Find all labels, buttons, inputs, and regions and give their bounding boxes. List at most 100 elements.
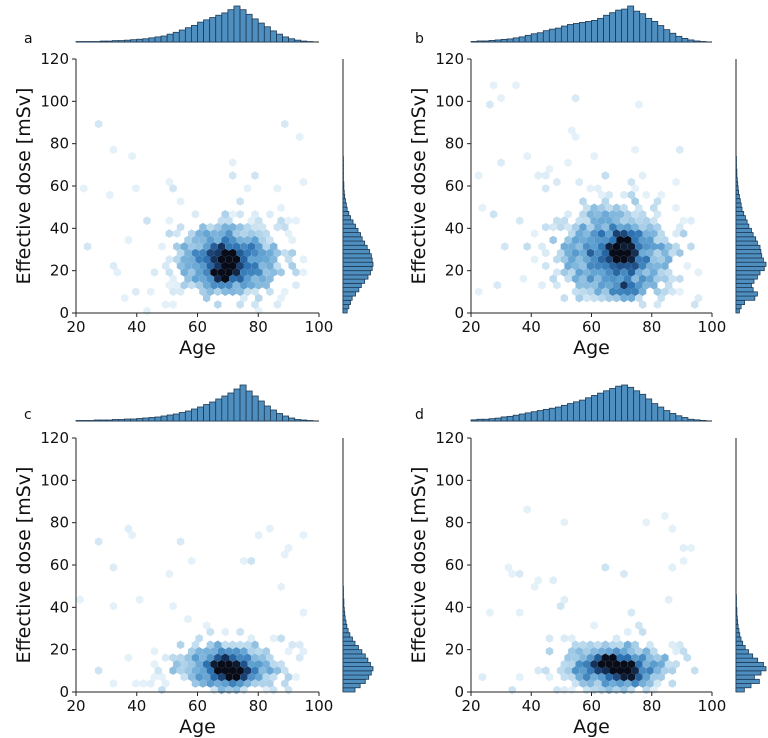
hexbin-cell bbox=[262, 255, 270, 264]
hexbin-cell bbox=[620, 203, 628, 213]
marginal-y-bar bbox=[735, 240, 758, 246]
hexbin-cell bbox=[657, 672, 665, 682]
marginal-x-bar bbox=[621, 384, 629, 422]
marginal-x-bar bbox=[627, 5, 635, 43]
marginal-x-bar bbox=[657, 406, 665, 422]
hexbin-cell bbox=[221, 235, 229, 245]
hexbin-cell bbox=[143, 306, 151, 316]
hexbin-cell bbox=[631, 184, 639, 193]
hexbin-cell bbox=[258, 653, 267, 662]
hexbin-cell bbox=[240, 659, 248, 669]
x-tick-label: 40 bbox=[127, 697, 146, 715]
hexbin-cell bbox=[597, 255, 606, 264]
hexbin-cell bbox=[206, 640, 215, 650]
marginal-y-bar bbox=[342, 308, 348, 314]
hexbin-cell bbox=[232, 280, 241, 290]
hexbin-cell bbox=[560, 634, 569, 643]
hexbin-cell bbox=[646, 261, 654, 271]
hexbin-cell bbox=[620, 242, 628, 251]
hexbin-cell bbox=[691, 666, 699, 675]
hexbin-cell bbox=[188, 280, 196, 290]
hexbin-cell bbox=[612, 242, 621, 251]
marginal-x-bar bbox=[130, 418, 138, 422]
hexbin-cell bbox=[564, 653, 572, 662]
marginal-x-bar bbox=[500, 39, 508, 43]
hexbin-cell bbox=[516, 608, 524, 617]
hexbin-cell bbox=[571, 679, 580, 688]
hexbin-cell bbox=[627, 672, 636, 682]
marginal-x-bar bbox=[178, 29, 186, 43]
hexbin-cell bbox=[255, 268, 263, 277]
marginal-x-bar bbox=[245, 13, 253, 43]
x-tick-label: 80 bbox=[642, 697, 661, 715]
marginal-x-bar bbox=[227, 9, 235, 43]
hexbin-cell bbox=[236, 300, 244, 309]
hexbin-cell bbox=[571, 235, 580, 245]
marginal-y-bar bbox=[735, 649, 749, 655]
hexbin-cell bbox=[549, 576, 557, 585]
hexbin-cell bbox=[277, 293, 285, 303]
marginal-y-bar bbox=[735, 282, 752, 289]
hexbin-cell bbox=[262, 672, 270, 682]
marginal-y-bar bbox=[342, 185, 345, 191]
hexbin-cell bbox=[210, 255, 218, 264]
hexbin-cell bbox=[597, 280, 606, 290]
hexbin-cell bbox=[657, 229, 665, 238]
hexbin-cell bbox=[575, 255, 583, 264]
hexbin-cell bbox=[266, 235, 274, 245]
marginal-y-bar bbox=[342, 219, 354, 225]
marginal-x-bar bbox=[651, 403, 659, 422]
marginal-y-bar bbox=[342, 299, 351, 305]
marginal-x-bar bbox=[233, 5, 241, 43]
hexbin-cell bbox=[534, 171, 542, 180]
hexbin-cell bbox=[560, 518, 569, 527]
marginal-x-bar bbox=[99, 40, 107, 43]
hexbin-cell bbox=[635, 242, 643, 251]
hexbin-cell bbox=[676, 222, 684, 232]
hexbin-cell bbox=[188, 229, 196, 238]
hexbin-cell bbox=[281, 679, 289, 688]
hexbin-cell bbox=[225, 659, 233, 669]
marginal-y-bar bbox=[735, 304, 742, 310]
hexbin-cell bbox=[631, 640, 639, 650]
marginal-x-bar bbox=[282, 415, 290, 422]
x-tick-label: 60 bbox=[188, 697, 207, 715]
y-tick-label: 0 bbox=[454, 683, 464, 701]
hexbin-cell bbox=[612, 203, 621, 213]
hexbin-cell bbox=[594, 184, 602, 193]
hexbin-cell bbox=[668, 666, 677, 675]
marginal-x-bar bbox=[172, 413, 180, 422]
hexbin-cell bbox=[284, 255, 293, 264]
hexbin-cell bbox=[583, 203, 591, 213]
marginal-x-bar bbox=[166, 414, 174, 422]
hexbin-cell bbox=[132, 287, 140, 296]
hexbin-cell bbox=[568, 659, 576, 669]
hexbin-cell bbox=[184, 235, 192, 245]
hexbin-cell bbox=[579, 261, 587, 271]
hexbin-cell bbox=[556, 666, 565, 675]
marginal-x-bar bbox=[87, 420, 95, 422]
hexbin-cell bbox=[158, 242, 166, 251]
hexbin-cell bbox=[597, 242, 606, 251]
hexbin-cell bbox=[154, 666, 162, 675]
hexbin-cell bbox=[266, 679, 274, 688]
hexbin-cell bbox=[266, 261, 274, 271]
hexbin-cell bbox=[575, 216, 583, 225]
hexbin-cell bbox=[620, 672, 628, 682]
hexbin-cell bbox=[180, 672, 188, 682]
marginal-y-bar bbox=[735, 645, 746, 651]
marginal-y-bar bbox=[735, 261, 767, 267]
marginal-x-bar bbox=[215, 398, 223, 422]
marginal-x-bar bbox=[548, 407, 556, 422]
marginal-y-bar bbox=[735, 232, 754, 238]
marginal-y-bar bbox=[735, 657, 759, 663]
hexbin-cell bbox=[579, 197, 587, 206]
hexbin-cell bbox=[191, 653, 200, 662]
marginal-y-bar bbox=[735, 198, 741, 204]
hexbin-cell bbox=[191, 261, 200, 271]
hexbin-cell bbox=[545, 164, 554, 174]
hexbin-cell bbox=[214, 287, 222, 296]
marginal-x-bar bbox=[639, 393, 647, 422]
y-tick-label: 60 bbox=[50, 556, 69, 574]
hexbin-cell bbox=[549, 235, 557, 245]
